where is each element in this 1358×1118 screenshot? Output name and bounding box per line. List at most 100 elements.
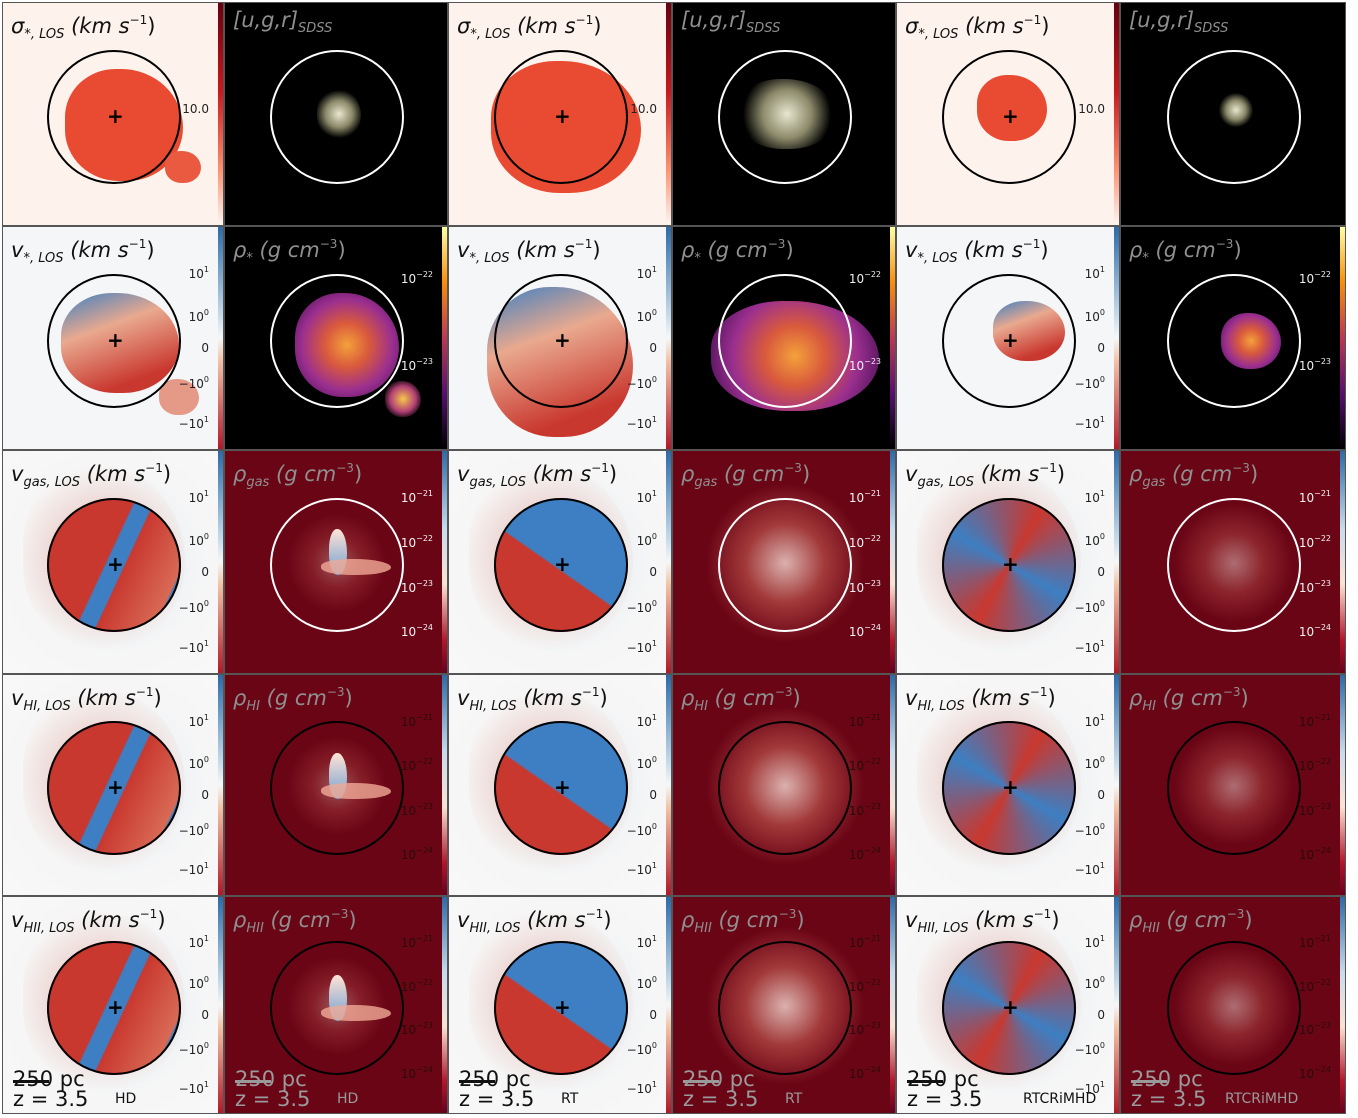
tick-exponent: 0 (651, 821, 657, 831)
panel-title: v*, LOS (km s−1) (11, 230, 155, 273)
tick-exponent: 0 (1099, 1040, 1105, 1050)
tick-exponent: −22 (1314, 533, 1331, 543)
tick-exponent: 0 (651, 531, 657, 541)
tick-base: 10 (848, 271, 865, 286)
title-unit-exponent: −3 (326, 685, 345, 699)
title-unit-exponent: −1 (1029, 685, 1048, 699)
tick-exponent: 0 (651, 374, 657, 384)
tick-exponent: 0 (203, 374, 209, 384)
tick-base: 0 (649, 565, 657, 580)
colorbar-tick: −101 (627, 415, 657, 431)
tick-exponent: 0 (203, 1040, 209, 1050)
tick-exponent: −23 (864, 1021, 881, 1031)
panel-title: ρHI (g cm−3) (233, 678, 353, 721)
title-unit-close: ) (146, 238, 155, 262)
colorbar-tick: 10−24 (1299, 846, 1331, 862)
title-unit-close: ) (1047, 686, 1056, 710)
tick-base: 10 (1298, 625, 1315, 640)
galaxy-center-marker: + (1002, 552, 1019, 577)
title-unit-exponent: −1 (129, 13, 148, 27)
title-unit-close: ) (153, 686, 162, 710)
tick-exponent: 0 (1099, 754, 1105, 764)
tick-base: 10 (636, 756, 652, 771)
title-unit-close: ) (157, 908, 166, 932)
tick-exponent: 0 (651, 754, 657, 764)
panel-title: ρHII (g cm−3) (1129, 900, 1253, 943)
colorbar-tick-labels: 10−22 10−23 (821, 227, 881, 449)
panel-title: ρ* (g cm−3) (233, 230, 346, 273)
title-subscript: HI, LOS (917, 699, 965, 714)
colorbar-tick: 10−23 (401, 802, 433, 818)
tick-base: 0 (1097, 341, 1105, 356)
tick-exponent: 0 (651, 307, 657, 317)
tick-base: 10 (1084, 267, 1100, 282)
tick-base: 10 (848, 759, 865, 774)
tick-base: 10 (400, 535, 417, 550)
panel-rho_gas-rtcrimhd: 10−21 10−22 10−23 10−24 ρgas (g cm−3) (1120, 450, 1346, 674)
colorbar-tick-labels: 10.0 (597, 3, 657, 225)
virial-radius-circle (1167, 498, 1301, 633)
title-unit-close: ) (1249, 462, 1259, 486)
tick-base: 10.0 (1078, 101, 1105, 116)
tick-exponent: −21 (1314, 489, 1331, 499)
tick-exponent: 1 (651, 265, 657, 275)
colorbar-tick: 10−22 (849, 757, 881, 773)
colorbar-tick: 101 (637, 489, 657, 505)
colorbar (666, 897, 671, 1113)
title-unit-exponent: −3 (1222, 685, 1241, 699)
tick-exponent: −23 (1314, 1021, 1331, 1031)
tick-base: 10 (636, 491, 652, 506)
title-unit-close: ) (162, 462, 172, 486)
simulation-label: RT (785, 1091, 803, 1107)
tick-exponent: −23 (416, 356, 433, 366)
title-unit: (km s (527, 908, 586, 932)
title-subscript: SDSS (298, 21, 333, 36)
tick-base: 10 (1084, 533, 1100, 548)
colorbar-tick: −100 (627, 1041, 657, 1057)
colorbar-tick: 10−22 (401, 978, 433, 994)
scale-label: 250 pc (907, 1067, 979, 1091)
tick-exponent: 0 (1099, 975, 1105, 985)
title-subscript: gas, LOS (917, 475, 975, 490)
tick-base: 10 (1084, 756, 1100, 771)
tick-exponent: −24 (864, 845, 881, 855)
tick-exponent: 0 (203, 598, 209, 608)
colorbar-tick: 10−24 (401, 623, 433, 639)
colorbar (1340, 451, 1345, 673)
tick-base: 10 (636, 936, 652, 951)
colorbar (1114, 451, 1119, 673)
tick-base: 10 (848, 979, 865, 994)
tick-exponent: −22 (864, 977, 881, 987)
virial-radius-circle (494, 941, 628, 1076)
tick-base: 0 (649, 1008, 657, 1023)
tick-base: 0 (201, 565, 209, 580)
colorbar-tick: 101 (1085, 265, 1105, 281)
tick-exponent: 0 (203, 307, 209, 317)
title-unit-close: ) (344, 686, 353, 710)
virial-radius-circle (494, 498, 628, 633)
scale-bar (13, 1080, 49, 1083)
title-unit-exponent: −3 (319, 237, 338, 251)
colorbar-tick-labels: 101 100 0 −100 −101 (149, 451, 209, 673)
tick-base: 10 (1298, 936, 1315, 951)
tick-exponent: −21 (416, 934, 433, 944)
title-symbol: v (11, 686, 24, 710)
colorbar-tick-labels: 10−21 10−22 10−23 10−24 (1271, 897, 1331, 1113)
tick-exponent: −22 (864, 533, 881, 543)
panel-rho_star-hd: 10−22 10−23 ρ* (g cm−3) (224, 226, 448, 450)
galaxy-center-marker: + (554, 328, 571, 353)
title-unit: (g cm (270, 908, 331, 932)
panel-title: ρHII (g cm−3) (233, 900, 357, 943)
title-subscript: HII, LOS (23, 921, 75, 936)
panel-v_gas-rt: 101 100 0 −100 −101 + vgas, LOS (km s−1) (448, 450, 672, 674)
colorbar-tick: 100 (1085, 755, 1105, 771)
colorbar-tick: 10−21 (401, 713, 433, 729)
title-unit: (g cm (259, 238, 320, 262)
scale-bar (459, 1080, 495, 1083)
panel-rho_gas-rt: 10−21 10−22 10−23 10−24 ρgas (g cm−3) (672, 450, 896, 674)
title-symbol: v (457, 462, 470, 486)
panel-rho_hi-rtcrimhd: 10−21 10−22 10−23 10−24 ρHI (g cm−3) (1120, 674, 1346, 896)
tick-exponent: −23 (864, 578, 881, 588)
tick-base: −10 (626, 641, 652, 656)
colorbar-tick: −100 (1075, 599, 1105, 615)
